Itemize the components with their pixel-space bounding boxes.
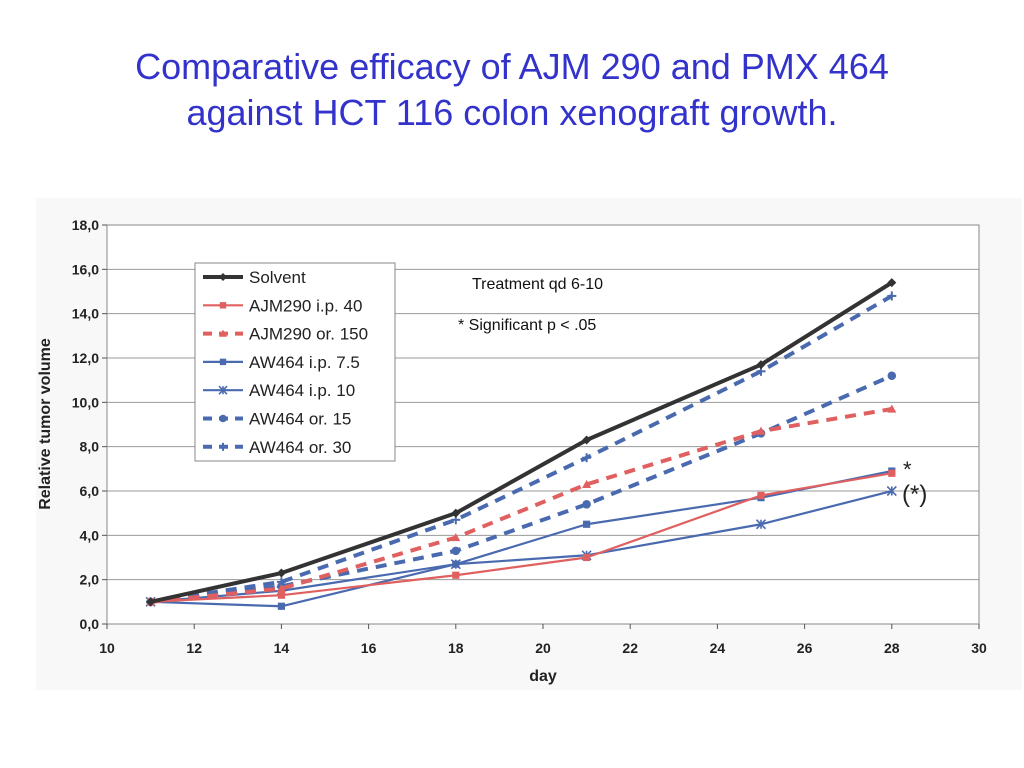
slide-title-line-1: Comparative efficacy of AJM 290 and PMX … [135, 46, 889, 87]
y-tick-label: 0,0 [80, 616, 100, 632]
legend-label: AW464 i.p. 10 [249, 381, 355, 400]
square-marker [583, 520, 591, 528]
x-tick-label: 30 [971, 640, 987, 656]
treatment-note: Treatment qd 6-10 [472, 276, 603, 293]
triangle-marker [887, 404, 897, 413]
square-marker [219, 302, 227, 309]
y-tick-label: 10,0 [72, 394, 99, 410]
y-tick-label: 8,0 [80, 439, 100, 455]
axes: 0,0 2,0 4,0 6,0 8,0 10,0 12,0 14,0 16,0 18,0 10 12 1… [72, 217, 987, 656]
y-axis-title: Relative tumor volume [37, 338, 54, 510]
significance-star-parenthesized: (*) [902, 481, 927, 508]
legend-item-ajm290-ip-40: AJM290 i.p. 40 [203, 296, 362, 315]
triangle-marker [451, 533, 461, 542]
y-tick-label: 14,0 [72, 306, 99, 322]
series-line [150, 472, 892, 603]
x-axis-title: day [529, 668, 557, 685]
series-lines [145, 278, 897, 610]
series-line [150, 469, 893, 608]
star-marker [755, 519, 767, 530]
series-solvent [146, 278, 897, 607]
chart-panel: 0,0 2,0 4,0 6,0 8,0 10,0 12,0 14,0 16,0 18,0 10 12 1… [36, 198, 1022, 690]
x-tick-label: 24 [710, 640, 726, 656]
diamond-marker [756, 360, 766, 370]
significance-note: * Significant p < .05 [458, 317, 596, 334]
y-tick-label: 2,0 [80, 572, 100, 588]
square-marker [452, 571, 460, 579]
square-marker [219, 358, 227, 366]
triangle-marker [582, 479, 592, 488]
slide-title-line-2: against HCT 116 colon xenograft growth. [186, 92, 838, 133]
diamond-marker [582, 435, 592, 445]
triangle-marker [276, 584, 286, 593]
tumor-volume-line-chart: 0,0 2,0 4,0 6,0 8,0 10,0 12,0 14,0 16,0 18,0 10 12 1… [37, 217, 987, 685]
legend-item-aw464-ip-7-5: AW464 i.p. 7.5 [203, 353, 360, 372]
y-tick-label: 18,0 [72, 217, 99, 233]
legend-label: AJM290 or. 150 [249, 325, 368, 344]
x-tick-label: 16 [361, 640, 377, 656]
legend-item-aw464-ip-10: AW464 i.p. 10 [203, 381, 355, 400]
circle-marker [219, 414, 227, 423]
y-tick-label: 16,0 [72, 261, 99, 277]
triangle-marker [756, 426, 766, 435]
x-tick-label: 18 [448, 640, 464, 656]
x-tick-label: 20 [535, 640, 551, 656]
square-marker [452, 560, 460, 568]
series-line [150, 280, 893, 604]
significance-star: * [903, 457, 912, 482]
legend-item-aw464-or-30: AW464 or. 30 [203, 438, 351, 457]
diamond-marker [451, 508, 461, 518]
diamond-marker [146, 597, 156, 607]
series-line [150, 407, 893, 604]
diamond-marker [219, 273, 227, 281]
legend-label: AW464 i.p. 7.5 [249, 353, 360, 372]
plus-marker [582, 453, 592, 463]
square-marker [888, 469, 896, 477]
legend-item-aw464-or-15: AW464 or. 15 [203, 410, 351, 429]
square-marker [583, 553, 591, 562]
legend-item-solvent: Solvent [203, 268, 306, 287]
legend-label: Solvent [249, 268, 306, 287]
circle-marker [582, 500, 591, 509]
square-marker [277, 602, 285, 610]
x-tick-label: 14 [274, 640, 290, 656]
legend-item-ajm290-or-150: AJM290 or. 150 [203, 325, 368, 344]
legend-label: AW464 or. 15 [249, 410, 351, 429]
plus-marker [219, 442, 227, 451]
x-tick-label: 22 [622, 640, 638, 656]
plus-marker [887, 291, 897, 301]
slide-title: Comparative efficacy of AJM 290 and PMX … [0, 44, 1024, 136]
legend-label: AW464 or. 30 [249, 438, 351, 457]
x-tick-label: 12 [186, 640, 202, 656]
circle-marker [887, 371, 897, 381]
x-tick-label: 26 [797, 640, 813, 656]
legend-label: AJM290 i.p. 40 [249, 296, 362, 315]
square-marker [757, 491, 765, 500]
circle-marker [451, 546, 461, 556]
x-tick-label: 28 [884, 640, 900, 656]
y-tick-label: 12,0 [72, 350, 99, 366]
star-marker [218, 385, 228, 395]
diamond-marker [887, 278, 897, 288]
legend: Solvent AJM290 i.p. 40 AJM290 or. 150 AW464… [194, 262, 396, 462]
series-line [150, 294, 893, 604]
square-marker [277, 591, 285, 599]
y-tick-label: 4,0 [80, 527, 100, 543]
x-tick-label: 10 [99, 640, 115, 656]
star-marker [886, 485, 897, 497]
diamond-marker [276, 568, 286, 578]
y-tick-label: 6,0 [80, 483, 100, 499]
triangle-marker [219, 329, 227, 337]
series-line [150, 489, 893, 603]
